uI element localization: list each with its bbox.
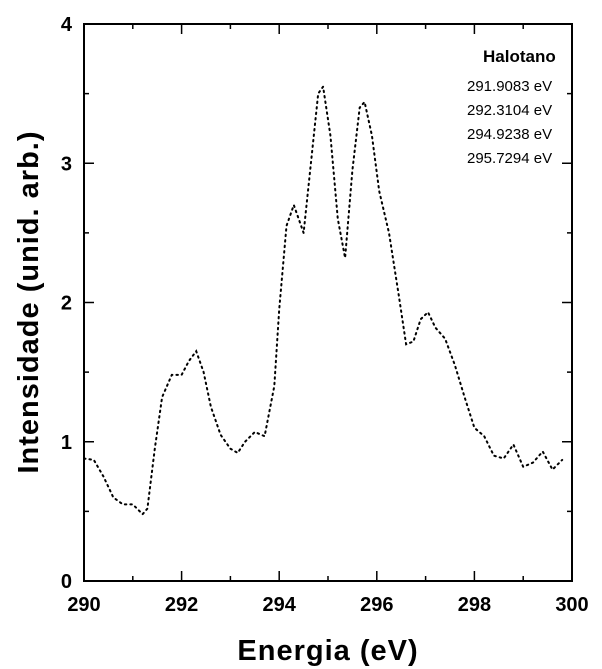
x-tick-label: 292	[165, 594, 198, 616]
legend-title: Halotano	[483, 47, 556, 66]
axis-ticks	[83, 23, 573, 582]
y-tick-label: 1	[61, 432, 72, 454]
x-tick-label: 290	[67, 594, 100, 616]
y-axis-title: Intensidade (unid. arb.)	[13, 130, 45, 473]
legend-entry-3: 294.9238 eV	[467, 126, 552, 143]
legend: Halotano 291.9083 eV 292.3104 eV 294.923…	[467, 47, 556, 167]
x-tick-label: 294	[263, 594, 297, 616]
legend-entry-1: 291.9083 eV	[467, 78, 552, 95]
legend-entry-4: 295.7294 eV	[467, 150, 552, 167]
y-tick-label: 0	[61, 571, 72, 593]
y-tick-label: 3	[61, 153, 72, 175]
legend-entry-2: 292.3104 eV	[467, 102, 552, 119]
axis-tick-labels: 290 292 294 296 298 300 0 1 2 3 4	[61, 14, 589, 616]
x-axis-title: Energia (eV)	[237, 635, 418, 667]
x-tick-label: 296	[360, 594, 393, 616]
x-tick-label: 298	[458, 594, 491, 616]
y-tick-label: 2	[61, 293, 72, 315]
x-tick-label: 300	[555, 594, 588, 616]
y-tick-label: 4	[61, 14, 73, 36]
series-line	[83, 84, 564, 516]
